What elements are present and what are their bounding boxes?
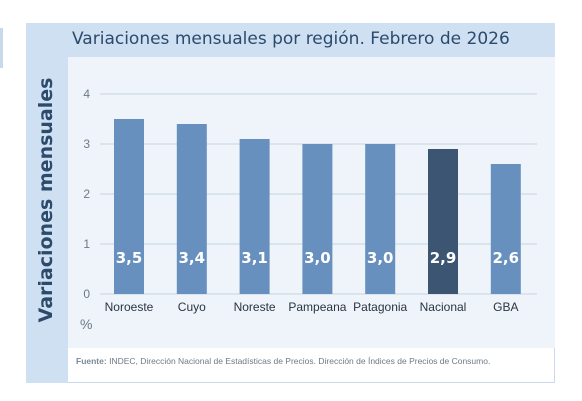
bar: [176, 124, 207, 294]
y-axis-panel: [26, 23, 68, 383]
title-bar: [68, 23, 555, 57]
x-tick-label: GBA: [493, 300, 518, 314]
bar: [428, 149, 458, 294]
y-tick-label: 1: [83, 237, 90, 251]
bar-value-label: 2,9: [430, 249, 457, 267]
bar-value-label: 2,6: [493, 249, 520, 267]
x-tick-label: Noreste: [234, 300, 276, 314]
bar: [239, 139, 270, 294]
x-tick-label: Nacional: [420, 300, 467, 314]
x-tick-label: Cuyo: [178, 300, 206, 314]
bar-value-label: 3,0: [367, 249, 394, 267]
chart-title: Variaciones mensuales por región. Febrer…: [72, 29, 510, 49]
x-tick-label: Noroeste: [105, 300, 154, 314]
bar-value-label: 3,5: [116, 249, 143, 267]
bar-value-label: 3,4: [179, 249, 206, 267]
x-tick-label: Pampeana: [288, 300, 346, 314]
source-note: Fuente: INDEC, Dirección Nacional de Est…: [76, 356, 546, 366]
bar: [114, 119, 144, 294]
left-accent-bar: [0, 28, 3, 68]
x-tick-label: Patagonia: [353, 300, 407, 314]
source-text: INDEC, Dirección Nacional de Estadística…: [109, 356, 491, 366]
bar-value-label: 3,0: [304, 249, 331, 267]
bar-value-label: 3,1: [241, 249, 268, 267]
y-axis-unit: %: [80, 316, 93, 332]
bar: [365, 144, 396, 294]
y-tick-label: 0: [83, 287, 90, 301]
y-tick-label: 3: [83, 137, 90, 151]
bar: [302, 144, 333, 294]
y-tick-label: 4: [83, 87, 90, 101]
bar: [490, 164, 521, 294]
y-tick-label: 2: [83, 187, 90, 201]
source-label: Fuente:: [76, 356, 107, 366]
